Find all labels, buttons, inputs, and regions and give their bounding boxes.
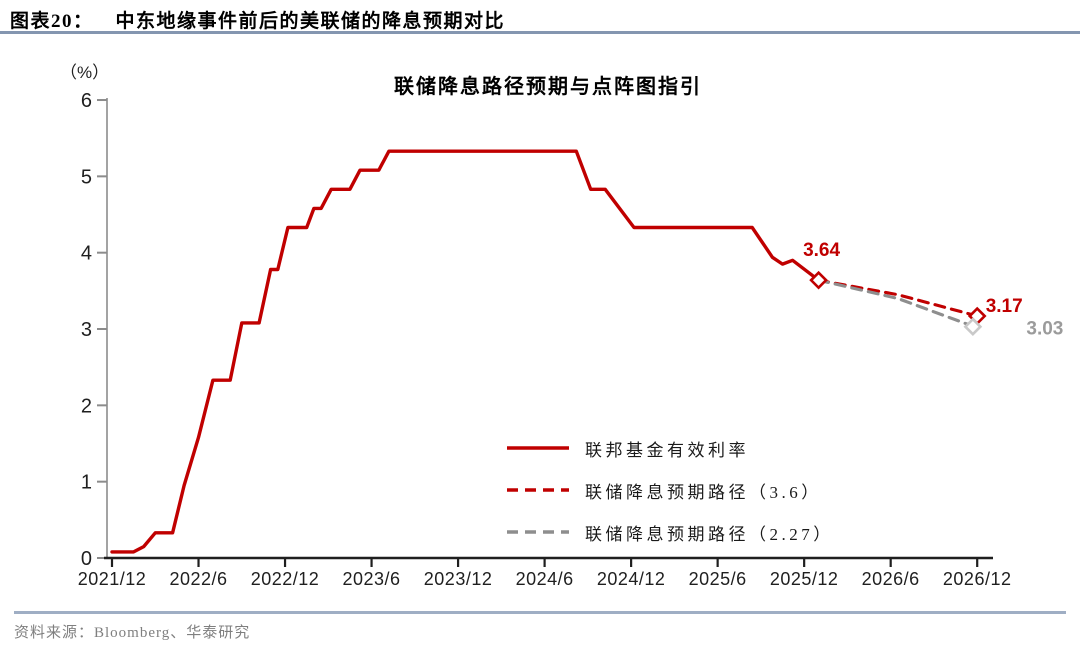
data-label: 3.03 [1026,319,1063,340]
x-tick-label: 2021/12 [78,569,147,589]
legend-dashed-line-icon [507,488,569,492]
series-line-0 [110,149,821,554]
x-tick-label: 2022/12 [251,569,320,589]
marker-diamond [809,270,828,290]
chart-legend: 联邦基金有效利率 联储降息预期路径（3.6） 联储降息预期路径（2.27） [505,437,834,563]
legend-label: 联储降息预期路径（2.27） [585,524,834,544]
x-tick-label: 2026/6 [862,569,920,589]
legend-solid-line-icon [507,446,569,450]
footer-divider [14,611,1066,614]
y-tick-label: 6 [81,90,92,112]
data-label: 3.17 [986,296,1023,317]
figure-number: 图表20： [10,11,94,32]
y-tick-label: 2 [81,395,92,417]
x-tick-label: 2022/6 [169,569,227,589]
y-tick-label: 4 [81,243,92,265]
data-label: 3.64 [803,240,840,261]
y-tick-label: 5 [81,166,92,188]
header-divider [0,31,1080,34]
legend-item-expected-path-gray: 联储降息预期路径（2.27） [505,521,834,544]
legend-item-effective-rate: 联邦基金有效利率 [505,437,834,460]
legend-label: 联储降息预期路径（3.6） [585,482,822,502]
legend-dashed-line-icon [507,530,569,534]
x-tick-label: 2026/12 [943,569,1012,589]
figure-header: 图表20： 中东地缘事件前后的美联储的降息预期对比 [10,6,505,33]
figure-title: 中东地缘事件前后的美联储的降息预期对比 [115,11,506,32]
source-note: 资料来源：Bloomberg、华泰研究 [14,625,251,641]
y-tick-label: 1 [81,472,92,494]
y-axis-unit-label: （%） [60,63,110,82]
series-line-2 [817,278,976,329]
x-tick-label: 2023/12 [424,569,493,589]
legend-item-expected-path-red: 联储降息预期路径（3.6） [505,479,834,502]
marker-diamond [963,317,983,337]
legend-label: 联邦基金有效利率 [585,440,749,460]
y-tick-label: 3 [81,319,92,341]
x-tick-label: 2023/6 [343,569,401,589]
x-tick-label: 2025/12 [770,569,839,589]
x-tick-label: 2024/6 [516,569,574,589]
chart-title: 联储降息路径预期与点阵图指引 [394,76,702,98]
x-tick-label: 2024/12 [597,569,666,589]
y-tick-label: 0 [81,548,92,570]
x-tick-label: 2025/6 [689,569,747,589]
